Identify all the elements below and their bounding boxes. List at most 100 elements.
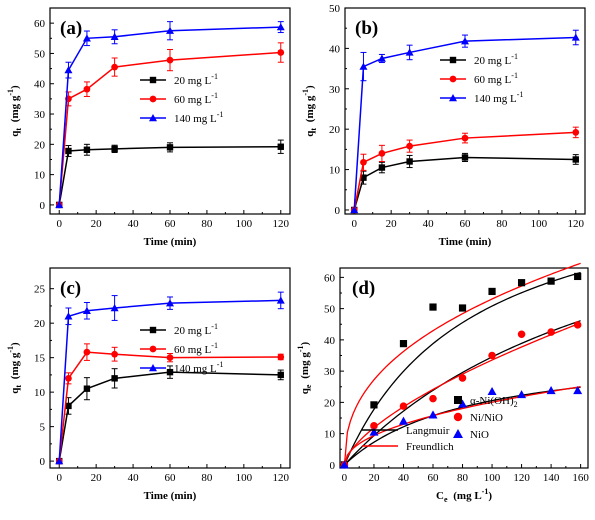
legend-entry-text: Ni/NiO [470, 412, 503, 424]
y-axis-label-close: ) [9, 342, 21, 346]
y-tick-label: 50 [329, 3, 341, 15]
panel-label: (b) [355, 18, 378, 39]
legend-entry-text: 140 mg L [474, 93, 517, 105]
legend-entry-sup: -1 [217, 360, 224, 369]
data-point [64, 312, 73, 320]
data-point [429, 394, 437, 403]
series-line [58, 145, 281, 206]
legend-entry-text: 140 mg L [174, 363, 217, 375]
legend-entry-sup: -1 [217, 110, 224, 119]
data-point [461, 134, 469, 142]
fit-curve [343, 262, 581, 465]
data-point [82, 306, 91, 314]
data-point [571, 33, 580, 41]
series-3 [55, 291, 285, 465]
data-point [370, 422, 378, 430]
y-axis-label-main: q [299, 387, 311, 394]
data-point [277, 49, 285, 56]
data-point [166, 26, 174, 34]
legend-entry-sup: -1 [511, 71, 518, 80]
data-point [458, 304, 467, 312]
x-axis-label: Time (min) [439, 236, 492, 248]
legend-entry: Ni/NiO [470, 412, 503, 424]
y-axis-label-main: q [9, 130, 21, 137]
legend-entry: 20 mg L-1 [174, 72, 218, 87]
data-point [65, 147, 72, 155]
y-axis-label-close: ) [9, 85, 21, 89]
x-tick-label: 20 [386, 218, 398, 230]
y-tick-label: 40 [34, 79, 46, 91]
panel-d: 0 20 40 60 80 100 120 140 160 0 10 20 30 40 50 60 Ce (mg… [296, 262, 589, 504]
data-point [517, 279, 526, 287]
data-point [378, 150, 386, 157]
data-point [166, 56, 174, 64]
legend-entry-text: 20 mg L [174, 325, 212, 337]
x-tick-label: 160 [572, 472, 589, 484]
data-point [488, 287, 496, 296]
panel-b: 0 20 40 60 80 100 120 0 10 20 30 40 50 Time (min) qt (… [301, 3, 586, 248]
y-tick-label: 0 [335, 205, 341, 217]
data-point [573, 321, 582, 329]
legend-marker [453, 412, 463, 422]
panel-c: 0 20 40 60 80 100 120 0 5 10 15 20 25 Time (min) qt (m… [6, 267, 291, 502]
data-point [547, 328, 555, 336]
data-point [487, 386, 497, 396]
data-point [378, 164, 386, 171]
legend-entry-sup: -1 [211, 322, 218, 331]
x-tick-label: 20 [368, 472, 380, 484]
y-tick-label: 5 [40, 422, 46, 434]
legend-entry-text: 60 mg L [474, 74, 512, 86]
y-axis-label-units: (mg g [299, 352, 311, 382]
data-point [547, 277, 555, 285]
legend-entry-sup: -1 [517, 90, 524, 99]
x-tick-label: 40 [128, 472, 140, 484]
data-point [166, 368, 174, 376]
data-point [110, 304, 119, 312]
legend-marker [449, 75, 457, 83]
legend-entry: 20 mg L-1 [474, 52, 518, 67]
x-tick-label: 20 [91, 472, 103, 484]
y-axis-label-units: (mg g [304, 95, 316, 125]
x-tick-label: 0 [342, 472, 348, 484]
data-point [370, 401, 378, 409]
legend-entry-text: 140 mg L [174, 113, 217, 125]
legend-marker [149, 76, 157, 84]
data-point [111, 350, 118, 358]
y-axis-label-sup: -1 [301, 89, 310, 96]
y-axis-label: qt (mg g-1) [6, 85, 23, 137]
legend-entry: 140 mg L-1 [174, 110, 223, 125]
data-point [65, 374, 72, 382]
x-tick-label: 100 [484, 472, 501, 484]
plot-frame [339, 267, 589, 469]
legend-entry-text: α-Ni(OH) [470, 395, 514, 407]
legend-marker [149, 114, 157, 122]
y-tick-label: 50 [34, 48, 46, 60]
data-point [111, 145, 118, 153]
y-tick-label: 30 [34, 109, 46, 121]
legend-entry-sup: -1 [211, 91, 218, 100]
legend-marker [149, 364, 157, 372]
series-line [58, 299, 281, 462]
x-tick-label: 0 [56, 218, 62, 230]
data-point [166, 354, 174, 362]
y-tick-label: 30 [324, 366, 336, 378]
x-tick-label: 60 [165, 218, 177, 230]
data-point [83, 146, 91, 153]
legend-entry: 60 mg L-1 [174, 91, 218, 106]
data-point [461, 154, 469, 161]
x-axis-label-main: C [436, 490, 444, 502]
x-tick-label: 120 [568, 218, 585, 230]
x-tick-label: 80 [201, 472, 213, 484]
data-point [55, 200, 64, 209]
legend-marker [149, 345, 157, 353]
y-tick-label: 30 [329, 84, 341, 96]
y-axis-label-close: ) [299, 341, 311, 345]
data-point [82, 34, 91, 42]
data-point [55, 457, 64, 465]
x-tick-label: 80 [496, 218, 508, 230]
panel-label: (c) [60, 278, 81, 299]
series-1 [340, 272, 582, 469]
legend-entry-sup: -1 [511, 52, 518, 61]
data-point [111, 375, 118, 382]
x-axis-label-sup: -1 [482, 487, 489, 496]
